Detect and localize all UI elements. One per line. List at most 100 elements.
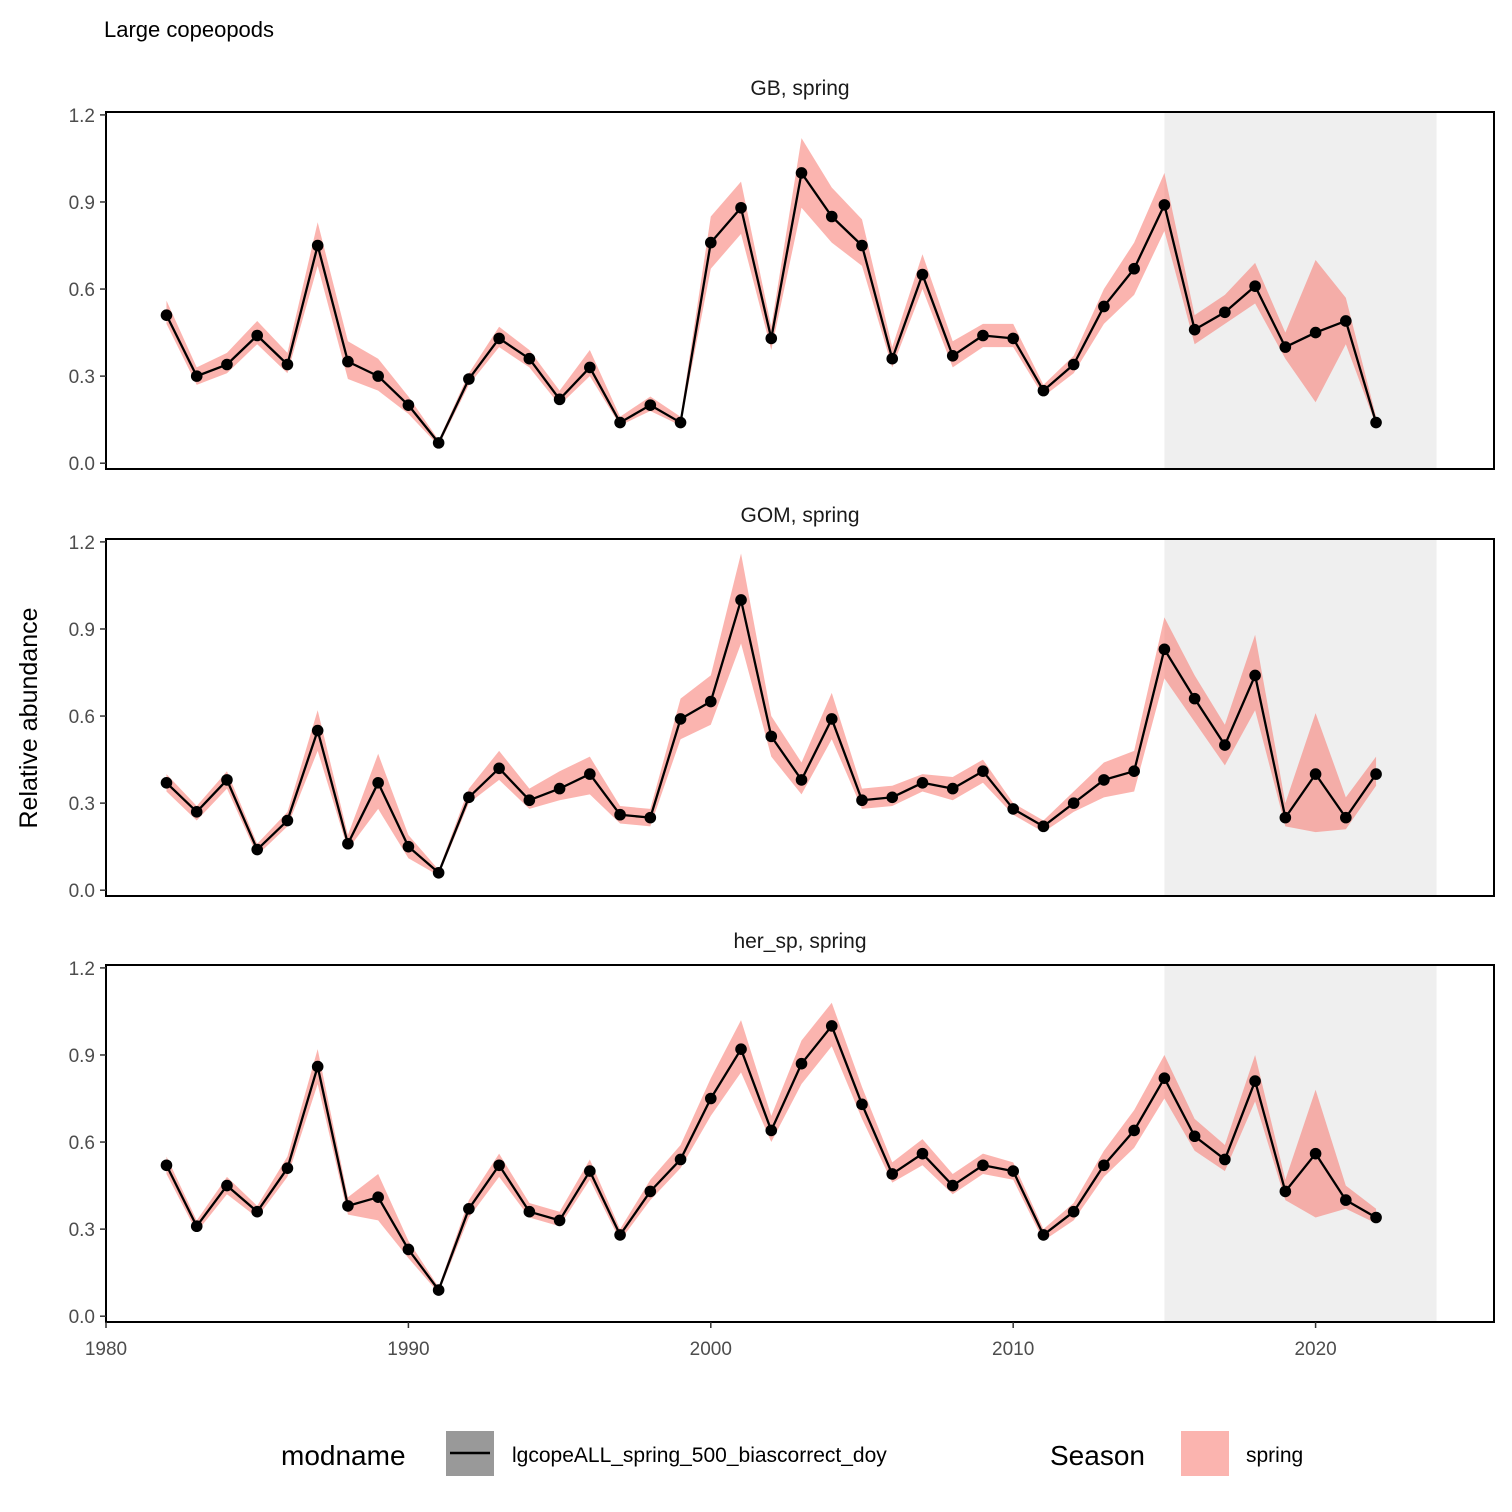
y-tick-label: 1.2 [69, 533, 95, 554]
data-point [1370, 768, 1382, 780]
data-point [1309, 326, 1322, 339]
data-point [402, 399, 415, 411]
data-point [946, 782, 959, 795]
data-point [190, 806, 203, 818]
legend-season-title: Season [1050, 1440, 1145, 1471]
x-tick-label: 2020 [1294, 1339, 1336, 1360]
data-point [342, 1200, 354, 1212]
data-point [311, 724, 324, 737]
data-point [795, 774, 808, 786]
data-point [584, 361, 596, 374]
y-tick-label: 0.3 [69, 794, 95, 815]
data-point [221, 358, 233, 371]
data-point [251, 329, 263, 342]
data-point [463, 791, 475, 804]
x-tick-label: 1980 [85, 1339, 127, 1360]
legend-modname-title: modname [281, 1440, 406, 1471]
data-point [1037, 384, 1050, 397]
x-tick-label: 2000 [690, 1339, 732, 1360]
data-point [1037, 820, 1050, 833]
data-point [825, 713, 838, 725]
data-point [674, 1153, 687, 1166]
data-point [735, 594, 747, 606]
data-point [1188, 692, 1201, 705]
y-tick-label: 0.0 [69, 1307, 95, 1328]
data-point [765, 1124, 778, 1137]
data-point [463, 1203, 475, 1215]
data-point [1219, 306, 1231, 319]
data-point [160, 777, 173, 789]
data-point [704, 236, 717, 249]
data-point [553, 1214, 566, 1227]
panel-strip-label: GOM, spring [740, 504, 859, 527]
data-point [856, 239, 868, 252]
data-point [674, 416, 687, 429]
data-point [493, 332, 505, 345]
data-point [1007, 803, 1019, 815]
data-point [765, 332, 778, 345]
data-point [1309, 768, 1322, 780]
y-tick-label: 0.6 [69, 1133, 95, 1154]
data-point [795, 1057, 808, 1070]
data-point [221, 1179, 233, 1192]
chart-title: Large copeopods [104, 17, 274, 42]
x-tick-label: 2010 [992, 1339, 1034, 1360]
data-point [946, 350, 959, 362]
data-point [1067, 358, 1080, 371]
data-point [644, 1185, 657, 1198]
data-point [251, 843, 263, 856]
data-point [342, 355, 354, 368]
y-tick-label: 0.3 [69, 367, 95, 388]
data-point [584, 768, 596, 780]
data-point [281, 358, 294, 371]
data-point [644, 399, 657, 411]
data-point [281, 1162, 294, 1174]
data-point [402, 840, 415, 853]
data-point [1128, 1124, 1140, 1137]
panel-border [105, 111, 1495, 470]
data-point [916, 1147, 929, 1160]
data-point [977, 765, 989, 777]
data-point [553, 393, 566, 406]
data-point [342, 837, 354, 850]
panel-1: GOM, spring 0.0 0.3 0.6 0.9 1.2 [69, 504, 1495, 902]
data-point [402, 1243, 415, 1256]
data-point [1098, 774, 1110, 786]
data-point [1340, 811, 1352, 824]
data-point [735, 201, 747, 214]
data-point [221, 774, 233, 786]
data-point [825, 210, 838, 223]
panels: GB, spring 0.0 0.3 0.6 0.9 1.2 GOM, spring 0.0 0… [69, 77, 1495, 1328]
data-point [523, 352, 536, 365]
data-point [372, 370, 384, 382]
data-point [825, 1020, 838, 1032]
data-point [190, 370, 203, 382]
data-point [946, 1179, 959, 1192]
data-point [160, 1159, 173, 1172]
data-point [704, 695, 717, 708]
panel-border [105, 538, 1495, 897]
panel-strip-label: GB, spring [750, 77, 849, 100]
data-point [1370, 416, 1382, 429]
legend: modname lgcopeALL_spring_500_biascorrect… [281, 1431, 1303, 1476]
data-point [553, 782, 566, 795]
data-point [1340, 1194, 1352, 1206]
data-point [463, 373, 475, 385]
data-point [493, 1159, 505, 1172]
data-point [372, 1191, 384, 1203]
data-point [311, 239, 324, 252]
data-point [644, 811, 657, 824]
data-point [614, 1229, 626, 1241]
data-point [1007, 332, 1019, 345]
legend-season-label: spring [1246, 1444, 1303, 1467]
data-point [1098, 300, 1110, 313]
data-point [977, 329, 989, 342]
data-point [190, 1220, 203, 1233]
data-point [281, 814, 294, 827]
data-point [523, 1205, 536, 1218]
x-tick-label: 1990 [387, 1339, 429, 1360]
data-point [735, 1043, 747, 1055]
data-point [795, 167, 808, 179]
highlight-region [1164, 112, 1437, 469]
y-tick-label: 0.6 [69, 707, 95, 728]
